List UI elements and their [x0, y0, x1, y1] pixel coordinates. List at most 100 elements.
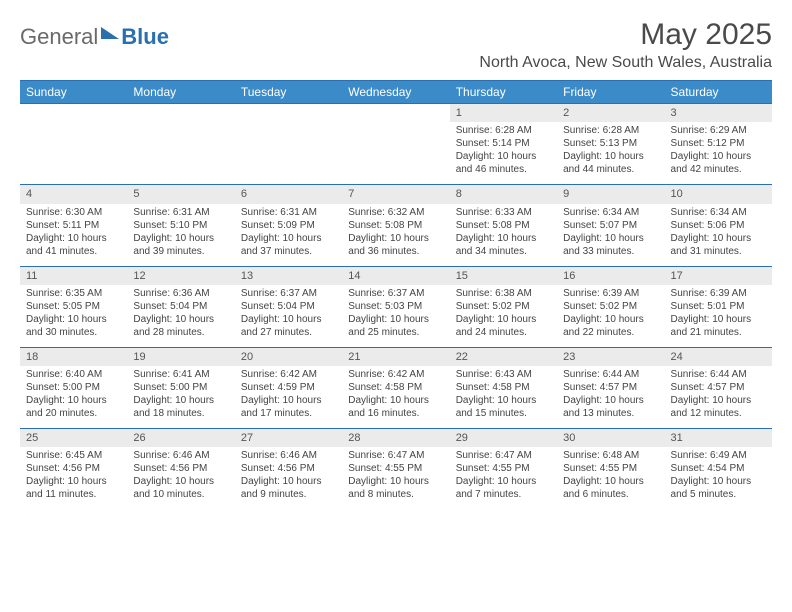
day-content: Sunrise: 6:29 AMSunset: 5:12 PMDaylight:… — [665, 122, 772, 184]
day-number: 19 — [127, 348, 234, 366]
day-cell: 23Sunrise: 6:44 AMSunset: 4:57 PMDayligh… — [557, 347, 664, 428]
day-cell — [127, 104, 234, 185]
daylight-text: Daylight: 10 hours and 39 minutes. — [133, 232, 228, 258]
sunrise-text: Sunrise: 6:30 AM — [26, 206, 121, 219]
day-content: Sunrise: 6:47 AMSunset: 4:55 PMDaylight:… — [450, 447, 557, 509]
sunset-text: Sunset: 4:57 PM — [671, 381, 766, 394]
daylight-text: Daylight: 10 hours and 21 minutes. — [671, 313, 766, 339]
daylight-text: Daylight: 10 hours and 18 minutes. — [133, 394, 228, 420]
daylight-text: Daylight: 10 hours and 12 minutes. — [671, 394, 766, 420]
sunrise-text: Sunrise: 6:29 AM — [671, 124, 766, 137]
day-content: Sunrise: 6:31 AMSunset: 5:10 PMDaylight:… — [127, 204, 234, 266]
header: General Blue May 2025 North Avoca, New S… — [20, 18, 772, 72]
sunrise-text: Sunrise: 6:37 AM — [241, 287, 336, 300]
day-number: 22 — [450, 348, 557, 366]
day-number: 14 — [342, 267, 449, 285]
sunrise-text: Sunrise: 6:28 AM — [563, 124, 658, 137]
day-content: Sunrise: 6:47 AMSunset: 4:55 PMDaylight:… — [342, 447, 449, 509]
daylight-text: Daylight: 10 hours and 13 minutes. — [563, 394, 658, 420]
daylight-text: Daylight: 10 hours and 5 minutes. — [671, 475, 766, 501]
day-number: 23 — [557, 348, 664, 366]
daylight-text: Daylight: 10 hours and 9 minutes. — [241, 475, 336, 501]
day-cell: 15Sunrise: 6:38 AMSunset: 5:02 PMDayligh… — [450, 266, 557, 347]
day-header: Friday — [557, 81, 664, 104]
sunrise-text: Sunrise: 6:32 AM — [348, 206, 443, 219]
day-header: Thursday — [450, 81, 557, 104]
day-cell: 22Sunrise: 6:43 AMSunset: 4:58 PMDayligh… — [450, 347, 557, 428]
day-cell: 25Sunrise: 6:45 AMSunset: 4:56 PMDayligh… — [20, 429, 127, 510]
sunset-text: Sunset: 5:02 PM — [456, 300, 551, 313]
day-content: Sunrise: 6:32 AMSunset: 5:08 PMDaylight:… — [342, 204, 449, 266]
day-number: 27 — [235, 429, 342, 447]
day-cell: 3Sunrise: 6:29 AMSunset: 5:12 PMDaylight… — [665, 104, 772, 185]
sunset-text: Sunset: 5:11 PM — [26, 219, 121, 232]
day-content: Sunrise: 6:34 AMSunset: 5:06 PMDaylight:… — [665, 204, 772, 266]
day-content: Sunrise: 6:38 AMSunset: 5:02 PMDaylight:… — [450, 285, 557, 347]
day-number: 30 — [557, 429, 664, 447]
day-content: Sunrise: 6:46 AMSunset: 4:56 PMDaylight:… — [127, 447, 234, 509]
daylight-text: Daylight: 10 hours and 24 minutes. — [456, 313, 551, 339]
sunrise-text: Sunrise: 6:43 AM — [456, 368, 551, 381]
day-cell: 24Sunrise: 6:44 AMSunset: 4:57 PMDayligh… — [665, 347, 772, 428]
day-cell: 30Sunrise: 6:48 AMSunset: 4:55 PMDayligh… — [557, 429, 664, 510]
day-number: 29 — [450, 429, 557, 447]
sunrise-text: Sunrise: 6:49 AM — [671, 449, 766, 462]
day-number: 13 — [235, 267, 342, 285]
daylight-text: Daylight: 10 hours and 16 minutes. — [348, 394, 443, 420]
day-number: 25 — [20, 429, 127, 447]
day-header-row: SundayMondayTuesdayWednesdayThursdayFrid… — [20, 81, 772, 104]
sunrise-text: Sunrise: 6:39 AM — [671, 287, 766, 300]
calendar-table: SundayMondayTuesdayWednesdayThursdayFrid… — [20, 80, 772, 509]
title-block: May 2025 North Avoca, New South Wales, A… — [479, 18, 772, 72]
daylight-text: Daylight: 10 hours and 46 minutes. — [456, 150, 551, 176]
day-cell: 28Sunrise: 6:47 AMSunset: 4:55 PMDayligh… — [342, 429, 449, 510]
day-number: 7 — [342, 185, 449, 203]
sunset-text: Sunset: 5:00 PM — [133, 381, 228, 394]
sunrise-text: Sunrise: 6:31 AM — [241, 206, 336, 219]
day-content: Sunrise: 6:30 AMSunset: 5:11 PMDaylight:… — [20, 204, 127, 266]
week-row: 1Sunrise: 6:28 AMSunset: 5:14 PMDaylight… — [20, 104, 772, 185]
day-cell — [20, 104, 127, 185]
day-content: Sunrise: 6:33 AMSunset: 5:08 PMDaylight:… — [450, 204, 557, 266]
sunset-text: Sunset: 4:56 PM — [26, 462, 121, 475]
day-cell: 5Sunrise: 6:31 AMSunset: 5:10 PMDaylight… — [127, 185, 234, 266]
day-number: 11 — [20, 267, 127, 285]
week-row: 18Sunrise: 6:40 AMSunset: 5:00 PMDayligh… — [20, 347, 772, 428]
logo-triangle-icon — [101, 27, 119, 39]
day-content: Sunrise: 6:42 AMSunset: 4:59 PMDaylight:… — [235, 366, 342, 428]
sunset-text: Sunset: 5:01 PM — [671, 300, 766, 313]
day-number: 9 — [557, 185, 664, 203]
day-number: 28 — [342, 429, 449, 447]
daylight-text: Daylight: 10 hours and 42 minutes. — [671, 150, 766, 176]
day-cell: 9Sunrise: 6:34 AMSunset: 5:07 PMDaylight… — [557, 185, 664, 266]
daylight-text: Daylight: 10 hours and 37 minutes. — [241, 232, 336, 258]
day-content: Sunrise: 6:41 AMSunset: 5:00 PMDaylight:… — [127, 366, 234, 428]
sunset-text: Sunset: 5:14 PM — [456, 137, 551, 150]
day-cell: 21Sunrise: 6:42 AMSunset: 4:58 PMDayligh… — [342, 347, 449, 428]
day-content: Sunrise: 6:44 AMSunset: 4:57 PMDaylight:… — [557, 366, 664, 428]
day-content-empty — [342, 122, 449, 184]
sunset-text: Sunset: 4:55 PM — [456, 462, 551, 475]
day-number: 17 — [665, 267, 772, 285]
day-number-empty — [235, 104, 342, 122]
day-number: 2 — [557, 104, 664, 122]
sunset-text: Sunset: 5:09 PM — [241, 219, 336, 232]
day-cell: 1Sunrise: 6:28 AMSunset: 5:14 PMDaylight… — [450, 104, 557, 185]
day-number: 15 — [450, 267, 557, 285]
sunset-text: Sunset: 5:03 PM — [348, 300, 443, 313]
day-content: Sunrise: 6:45 AMSunset: 4:56 PMDaylight:… — [20, 447, 127, 509]
day-number: 24 — [665, 348, 772, 366]
sunset-text: Sunset: 4:56 PM — [133, 462, 228, 475]
day-content: Sunrise: 6:28 AMSunset: 5:14 PMDaylight:… — [450, 122, 557, 184]
sunset-text: Sunset: 4:55 PM — [563, 462, 658, 475]
sunrise-text: Sunrise: 6:37 AM — [348, 287, 443, 300]
sunrise-text: Sunrise: 6:41 AM — [133, 368, 228, 381]
day-content: Sunrise: 6:36 AMSunset: 5:04 PMDaylight:… — [127, 285, 234, 347]
sunrise-text: Sunrise: 6:46 AM — [133, 449, 228, 462]
day-content: Sunrise: 6:39 AMSunset: 5:01 PMDaylight:… — [665, 285, 772, 347]
daylight-text: Daylight: 10 hours and 20 minutes. — [26, 394, 121, 420]
day-content: Sunrise: 6:46 AMSunset: 4:56 PMDaylight:… — [235, 447, 342, 509]
day-content-empty — [127, 122, 234, 184]
sunset-text: Sunset: 5:07 PM — [563, 219, 658, 232]
day-content: Sunrise: 6:28 AMSunset: 5:13 PMDaylight:… — [557, 122, 664, 184]
